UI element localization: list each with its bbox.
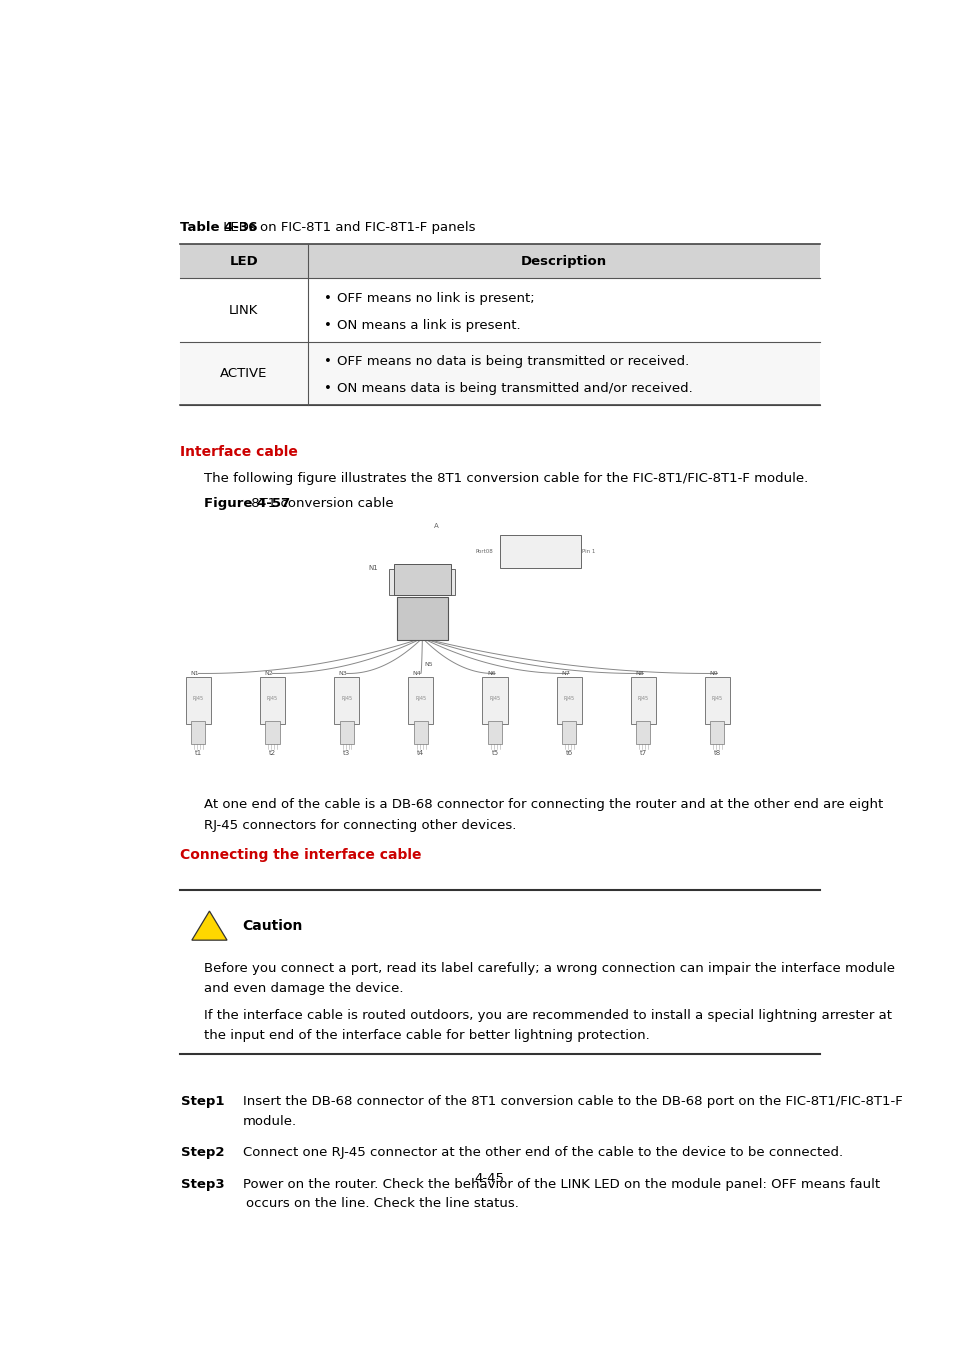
FancyBboxPatch shape (704, 676, 729, 725)
Text: A: A (433, 522, 437, 529)
Text: RJ45: RJ45 (415, 695, 426, 701)
Text: Before you connect a port, read its label carefully; a wrong connection can impa: Before you connect a port, read its labe… (204, 963, 894, 976)
FancyBboxPatch shape (334, 676, 359, 725)
Text: N8: N8 (635, 671, 643, 675)
Text: ACTIVE: ACTIVE (220, 367, 267, 381)
FancyBboxPatch shape (180, 342, 820, 405)
Text: Pin 1: Pin 1 (581, 549, 595, 555)
Text: •: • (324, 355, 332, 369)
Text: and even damage the device.: and even damage the device. (204, 983, 403, 995)
Text: N9: N9 (709, 671, 718, 675)
Text: At one end of the cable is a DB-68 connector for connecting the router and at th: At one end of the cable is a DB-68 conne… (204, 798, 882, 811)
FancyBboxPatch shape (556, 676, 581, 725)
FancyBboxPatch shape (414, 721, 427, 744)
FancyBboxPatch shape (389, 568, 455, 595)
Text: Connect one RJ-45 connector at the other end of the cable to the device to be co: Connect one RJ-45 connector at the other… (242, 1146, 841, 1160)
Text: •: • (324, 382, 332, 396)
Text: N3: N3 (338, 671, 347, 675)
Text: ON means data is being transmitted and/or received.: ON means data is being transmitted and/o… (337, 382, 693, 396)
Text: t4: t4 (416, 751, 424, 756)
FancyBboxPatch shape (630, 676, 655, 725)
Text: N1: N1 (368, 566, 377, 571)
Text: t3: t3 (343, 751, 350, 756)
Text: Caution: Caution (242, 919, 303, 933)
Text: LEDs on FIC-8T1 and FIC-8T1-F panels: LEDs on FIC-8T1 and FIC-8T1-F panels (218, 221, 475, 235)
Text: Figure 4-57: Figure 4-57 (204, 497, 290, 510)
Text: LED: LED (230, 255, 258, 267)
Text: N6: N6 (486, 671, 496, 675)
FancyBboxPatch shape (265, 721, 279, 744)
Text: t2: t2 (269, 751, 275, 756)
FancyBboxPatch shape (636, 721, 650, 744)
FancyBboxPatch shape (487, 721, 501, 744)
Text: OFF means no link is present;: OFF means no link is present; (337, 292, 535, 305)
FancyBboxPatch shape (482, 676, 507, 725)
Text: N7: N7 (560, 671, 569, 675)
Text: t7: t7 (639, 751, 646, 756)
Text: RJ45: RJ45 (193, 695, 204, 701)
Polygon shape (192, 911, 227, 940)
FancyBboxPatch shape (710, 721, 723, 744)
Text: L: L (538, 540, 542, 545)
FancyBboxPatch shape (396, 597, 447, 640)
Text: Interface cable: Interface cable (180, 444, 297, 459)
FancyBboxPatch shape (259, 676, 285, 725)
Text: Power on the router. Check the behavior of the LINK LED on the module panel: OFF: Power on the router. Check the behavior … (242, 1177, 879, 1191)
Text: RJ45: RJ45 (711, 695, 722, 701)
Text: RJ45: RJ45 (267, 695, 277, 701)
FancyBboxPatch shape (500, 535, 580, 568)
FancyBboxPatch shape (180, 278, 820, 342)
FancyBboxPatch shape (339, 721, 354, 744)
Text: t8: t8 (713, 751, 720, 756)
Text: RJ45: RJ45 (489, 695, 500, 701)
Text: RJ45: RJ45 (563, 695, 574, 701)
Text: N5: N5 (423, 663, 432, 667)
Text: RJ-45 connectors for connecting other devices.: RJ-45 connectors for connecting other de… (204, 819, 517, 832)
Text: Port08: Port08 (475, 549, 493, 555)
Text: Connecting the interface cable: Connecting the interface cable (180, 848, 421, 863)
Text: t6: t6 (565, 751, 572, 756)
Text: The following figure illustrates the 8T1 conversion cable for the FIC-8T1/FIC-8T: The following figure illustrates the 8T1… (204, 471, 808, 485)
Text: OFF means no data is being transmitted or received.: OFF means no data is being transmitted o… (337, 355, 689, 369)
Text: Step2: Step2 (181, 1146, 225, 1160)
Text: RJ45: RJ45 (341, 695, 352, 701)
FancyBboxPatch shape (561, 721, 576, 744)
Text: Step3: Step3 (181, 1177, 225, 1191)
Text: t1: t1 (194, 751, 202, 756)
Text: ON means a link is present.: ON means a link is present. (337, 319, 520, 332)
Text: N1: N1 (191, 671, 199, 675)
Text: Insert the DB-68 connector of the 8T1 conversion cable to the DB-68 port on the : Insert the DB-68 connector of the 8T1 co… (242, 1095, 902, 1108)
Text: •: • (324, 319, 332, 332)
Text: LINK: LINK (229, 304, 258, 317)
Text: Table 4-36: Table 4-36 (180, 221, 257, 235)
Text: Description: Description (520, 255, 606, 267)
Text: Step1: Step1 (181, 1095, 225, 1108)
Text: !: ! (207, 923, 212, 934)
FancyBboxPatch shape (408, 676, 433, 725)
Text: the input end of the interface cable for better lightning protection.: the input end of the interface cable for… (204, 1029, 649, 1042)
FancyBboxPatch shape (180, 244, 820, 278)
Text: 8T1 conversion cable: 8T1 conversion cable (247, 497, 394, 510)
Text: N4: N4 (413, 671, 421, 675)
Text: •: • (324, 292, 332, 305)
Text: If the interface cable is routed outdoors, you are recommended to install a spec: If the interface cable is routed outdoor… (204, 1010, 891, 1022)
FancyBboxPatch shape (186, 676, 211, 725)
Text: occurs on the line. Check the line status.: occurs on the line. Check the line statu… (246, 1197, 518, 1211)
Text: N2: N2 (264, 671, 273, 675)
FancyBboxPatch shape (192, 721, 205, 744)
FancyBboxPatch shape (394, 564, 450, 595)
Text: t5: t5 (491, 751, 498, 756)
Text: module.: module. (242, 1115, 296, 1129)
Text: RJ45: RJ45 (637, 695, 648, 701)
Text: 4-45: 4-45 (474, 1172, 503, 1185)
